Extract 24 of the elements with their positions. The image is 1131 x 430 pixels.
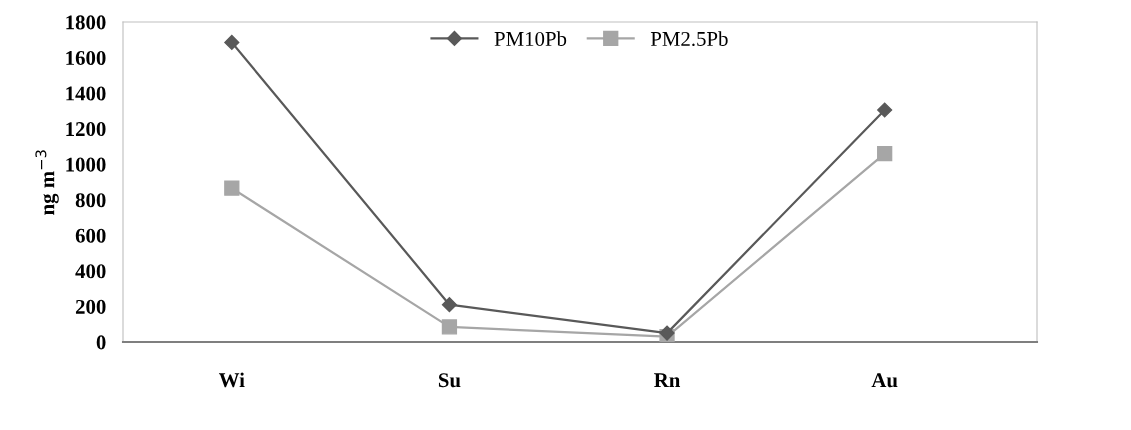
y-tick-label: 400 — [75, 264, 106, 279]
x-tick-label: Au — [871, 373, 898, 388]
y-tick-label: 1200 — [66, 122, 106, 137]
point — [659, 325, 675, 341]
point — [441, 319, 458, 335]
legend-label: PM2.5Pb — [650, 31, 728, 47]
y-tick-label: 1600 — [66, 50, 106, 65]
point — [441, 297, 457, 313]
y-tick-label: 600 — [75, 228, 106, 243]
point — [224, 180, 240, 196]
legend-label: PM10Pb — [494, 31, 567, 46]
y-tick-label: 800 — [75, 193, 106, 208]
x-tick-label: Wi — [218, 372, 245, 388]
point — [877, 102, 893, 118]
point — [877, 145, 893, 162]
y-tick-label: 1400 — [66, 86, 106, 101]
point — [224, 34, 240, 51]
x-tick-label: Rn — [654, 373, 681, 388]
y-tick-label: 0 — [96, 335, 106, 350]
y-tick-label: 200 — [75, 299, 106, 314]
x-tick-label: Su — [438, 373, 461, 388]
y-tick-label: 1800 — [66, 15, 106, 30]
y-tick-label: 1000 — [66, 157, 106, 172]
y-axis-title: ng m$^{−3}$ — [35, 150, 59, 215]
